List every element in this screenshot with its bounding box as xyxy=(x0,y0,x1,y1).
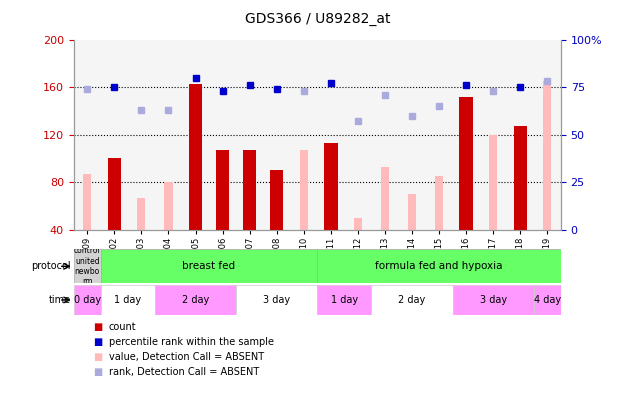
Bar xyxy=(74,285,101,315)
Text: 2 day: 2 day xyxy=(399,295,426,305)
Bar xyxy=(489,135,497,230)
Bar xyxy=(354,218,362,230)
Text: 4 day: 4 day xyxy=(534,295,561,305)
Bar xyxy=(317,249,561,283)
Bar xyxy=(243,150,256,230)
Bar xyxy=(317,285,371,315)
Text: ■: ■ xyxy=(93,352,102,362)
Bar xyxy=(270,170,283,230)
Text: ■: ■ xyxy=(93,322,102,332)
Text: breast fed: breast fed xyxy=(183,261,236,271)
Text: time: time xyxy=(48,295,71,305)
Bar xyxy=(460,97,473,230)
Text: GDS366 / U89282_at: GDS366 / U89282_at xyxy=(245,12,390,26)
Text: formula fed and hypoxia: formula fed and hypoxia xyxy=(376,261,503,271)
Text: percentile rank within the sample: percentile rank within the sample xyxy=(109,337,274,347)
Text: 2 day: 2 day xyxy=(182,295,209,305)
Text: 1 day: 1 day xyxy=(114,295,142,305)
Bar xyxy=(137,198,146,230)
Bar xyxy=(513,126,527,230)
Bar xyxy=(155,285,236,315)
Bar xyxy=(108,158,121,230)
Text: 0 day: 0 day xyxy=(74,295,101,305)
Text: ■: ■ xyxy=(93,337,102,347)
Bar xyxy=(534,285,561,315)
Bar xyxy=(164,182,172,230)
Text: count: count xyxy=(109,322,137,332)
Text: value, Detection Call = ABSENT: value, Detection Call = ABSENT xyxy=(109,352,264,362)
Bar xyxy=(544,81,551,230)
Bar xyxy=(435,176,443,230)
Bar xyxy=(371,285,453,315)
Bar xyxy=(300,150,308,230)
Bar xyxy=(101,285,155,315)
Bar xyxy=(83,174,91,230)
Text: rank, Detection Call = ABSENT: rank, Detection Call = ABSENT xyxy=(109,367,259,377)
Bar xyxy=(381,167,389,230)
Bar xyxy=(408,194,416,230)
Text: control
united
newbo
rm: control united newbo rm xyxy=(74,246,101,286)
Bar xyxy=(216,150,229,230)
Bar xyxy=(236,285,317,315)
Bar xyxy=(324,143,338,230)
Text: ■: ■ xyxy=(93,367,102,377)
Bar xyxy=(453,285,534,315)
Text: 3 day: 3 day xyxy=(479,295,507,305)
Text: 3 day: 3 day xyxy=(263,295,290,305)
Bar xyxy=(74,249,101,283)
Text: 1 day: 1 day xyxy=(331,295,358,305)
Bar xyxy=(101,249,317,283)
Text: protocol: protocol xyxy=(31,261,71,271)
Bar xyxy=(188,84,203,230)
